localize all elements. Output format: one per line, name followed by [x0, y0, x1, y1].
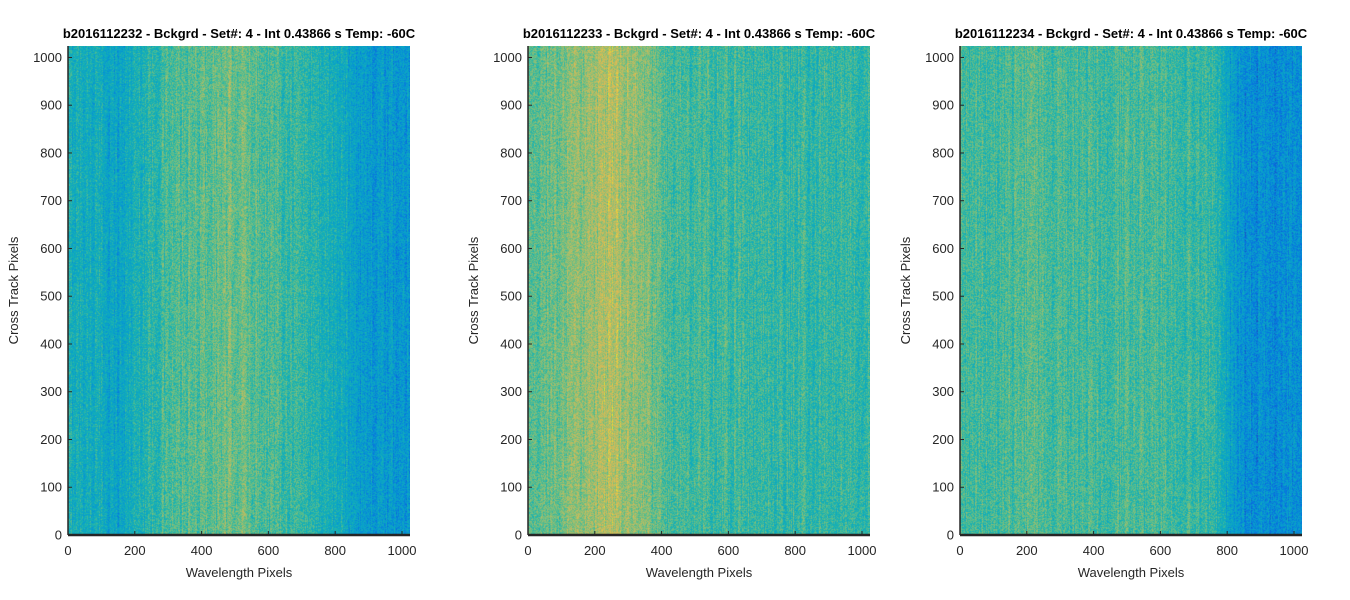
y-tick-label: 600	[40, 241, 62, 256]
y-tick-label: 400	[500, 336, 522, 351]
x-tick-label: 600	[258, 543, 280, 558]
x-tick-label: 800	[324, 543, 346, 558]
x-tick-label: 0	[64, 543, 71, 558]
y-tick-label: 200	[500, 432, 522, 447]
y-tick-label: 200	[932, 432, 954, 447]
heatmap-panel-3: b2016112234 - Bckgrd - Set#: 4 - Int 0.4…	[898, 26, 1308, 580]
y-tick-label: 500	[932, 289, 954, 304]
heatmap-image	[960, 46, 1302, 535]
y-tick-label: 800	[500, 145, 522, 160]
x-tick-label: 200	[584, 543, 606, 558]
chart-title: b2016112232 - Bckgrd - Set#: 4 - Int 0.4…	[63, 26, 416, 41]
y-tick-label: 1000	[493, 50, 522, 65]
y-axis-label: Cross Track Pixels	[898, 236, 913, 344]
y-tick-label: 900	[500, 98, 522, 113]
y-tick-label: 100	[500, 480, 522, 495]
x-tick-label: 400	[191, 543, 213, 558]
x-tick-label: 0	[956, 543, 963, 558]
y-tick-label: 1000	[925, 50, 954, 65]
heatmap-image	[68, 46, 410, 535]
chart-title: b2016112234 - Bckgrd - Set#: 4 - Int 0.4…	[955, 26, 1308, 41]
x-tick-label: 200	[124, 543, 146, 558]
y-tick-label: 900	[40, 98, 62, 113]
y-tick-label: 900	[932, 98, 954, 113]
x-tick-label: 400	[651, 543, 673, 558]
y-tick-label: 600	[932, 241, 954, 256]
heatmap-panel-1: b2016112232 - Bckgrd - Set#: 4 - Int 0.4…	[6, 26, 416, 580]
x-tick-label: 600	[1150, 543, 1172, 558]
y-tick-label: 500	[40, 289, 62, 304]
y-tick-label: 0	[515, 528, 522, 543]
y-tick-label: 300	[40, 384, 62, 399]
y-tick-label: 400	[40, 336, 62, 351]
y-tick-label: 700	[500, 193, 522, 208]
heatmap-image	[528, 46, 870, 535]
y-tick-label: 700	[40, 193, 62, 208]
chart-title: b2016112233 - Bckgrd - Set#: 4 - Int 0.4…	[523, 26, 876, 41]
x-tick-label: 400	[1083, 543, 1105, 558]
x-axis-label: Wavelength Pixels	[646, 565, 753, 580]
y-tick-label: 700	[932, 193, 954, 208]
y-tick-label: 100	[932, 480, 954, 495]
y-tick-label: 100	[40, 480, 62, 495]
y-axis-label: Cross Track Pixels	[6, 236, 21, 344]
y-tick-label: 0	[947, 528, 954, 543]
y-tick-label: 300	[500, 384, 522, 399]
y-tick-label: 600	[500, 241, 522, 256]
x-tick-label: 1000	[1280, 543, 1309, 558]
y-tick-label: 300	[932, 384, 954, 399]
x-tick-label: 1000	[388, 543, 417, 558]
y-tick-label: 200	[40, 432, 62, 447]
heatmap-panel-2: b2016112233 - Bckgrd - Set#: 4 - Int 0.4…	[466, 26, 876, 580]
x-axis-label: Wavelength Pixels	[1078, 565, 1185, 580]
y-tick-label: 500	[500, 289, 522, 304]
y-tick-label: 800	[40, 145, 62, 160]
y-tick-label: 0	[55, 528, 62, 543]
y-tick-label: 1000	[33, 50, 62, 65]
x-tick-label: 800	[1216, 543, 1238, 558]
x-tick-label: 600	[718, 543, 740, 558]
x-tick-label: 200	[1016, 543, 1038, 558]
x-tick-label: 800	[784, 543, 806, 558]
y-axis-label: Cross Track Pixels	[466, 236, 481, 344]
y-tick-label: 800	[932, 145, 954, 160]
x-tick-label: 0	[524, 543, 531, 558]
x-axis-label: Wavelength Pixels	[186, 565, 293, 580]
y-tick-label: 400	[932, 336, 954, 351]
x-tick-label: 1000	[848, 543, 877, 558]
